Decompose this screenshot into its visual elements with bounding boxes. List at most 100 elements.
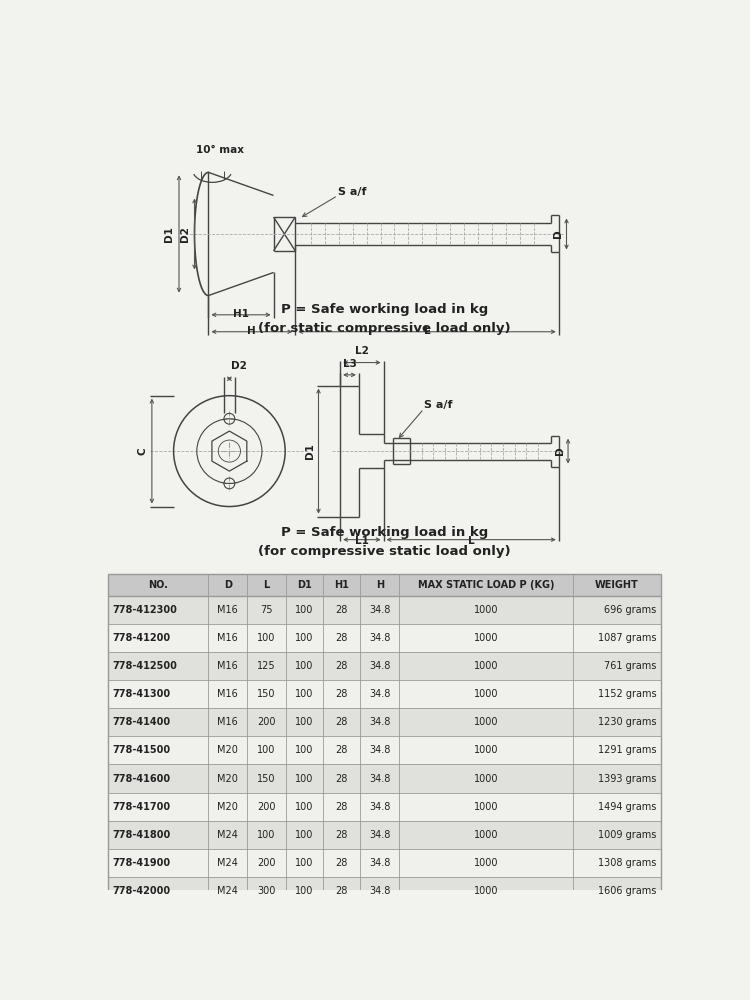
Text: 1000: 1000 (474, 633, 498, 643)
Text: 28: 28 (335, 689, 348, 699)
Text: L3: L3 (343, 359, 356, 369)
Text: D1: D1 (297, 580, 312, 590)
Bar (108, 736, 661, 764)
Text: 75: 75 (260, 605, 273, 615)
Text: 28: 28 (335, 774, 348, 784)
Text: 28: 28 (335, 633, 348, 643)
Text: 28: 28 (335, 802, 348, 812)
Text: L1: L1 (355, 536, 369, 546)
Text: P = Safe working load in kg
(for static compressive load only): P = Safe working load in kg (for static … (258, 303, 511, 335)
Text: L: L (263, 580, 270, 590)
Text: M16: M16 (217, 717, 238, 727)
Text: 150: 150 (257, 689, 276, 699)
Text: 34.8: 34.8 (369, 830, 391, 840)
Text: 100: 100 (257, 830, 276, 840)
Text: M20: M20 (217, 745, 238, 755)
Text: 696 grams: 696 grams (604, 605, 656, 615)
Text: H1: H1 (334, 580, 350, 590)
Text: 28: 28 (335, 605, 348, 615)
Text: 1230 grams: 1230 grams (598, 717, 656, 727)
Text: 1152 grams: 1152 grams (598, 689, 656, 699)
Text: D2: D2 (180, 226, 190, 242)
Text: 1000: 1000 (474, 661, 498, 671)
Text: M24: M24 (217, 858, 238, 868)
Text: L2: L2 (355, 346, 369, 356)
Text: 100: 100 (296, 774, 314, 784)
Bar (108, 764, 661, 793)
Text: M16: M16 (217, 605, 238, 615)
Text: 100: 100 (296, 886, 314, 896)
Text: 1087 grams: 1087 grams (598, 633, 656, 643)
Text: 761 grams: 761 grams (604, 661, 656, 671)
Bar (108, 821, 661, 849)
Text: 778-41600: 778-41600 (112, 774, 170, 784)
Text: L: L (468, 536, 475, 546)
Text: 1000: 1000 (474, 717, 498, 727)
Bar (108, 849, 661, 877)
Text: P = Safe working load in kg
(for compressive static load only): P = Safe working load in kg (for compres… (258, 526, 511, 558)
Text: 100: 100 (296, 661, 314, 671)
Text: C: C (138, 447, 148, 455)
Text: 1000: 1000 (474, 689, 498, 699)
Text: 28: 28 (335, 830, 348, 840)
Bar (108, 877, 661, 905)
Text: 28: 28 (335, 745, 348, 755)
Text: M16: M16 (217, 689, 238, 699)
Text: M24: M24 (217, 886, 238, 896)
Text: 100: 100 (257, 633, 276, 643)
Text: 778-41200: 778-41200 (112, 633, 170, 643)
Text: 1000: 1000 (474, 830, 498, 840)
Text: D: D (555, 447, 565, 455)
Text: 778-41800: 778-41800 (112, 830, 170, 840)
Text: 1009 grams: 1009 grams (598, 830, 656, 840)
Text: 100: 100 (296, 830, 314, 840)
Text: 100: 100 (257, 745, 276, 755)
Bar (108, 680, 661, 708)
Text: WEIGHT: WEIGHT (595, 580, 639, 590)
Text: 778-41900: 778-41900 (112, 858, 170, 868)
Text: 1000: 1000 (474, 774, 498, 784)
Text: 34.8: 34.8 (369, 858, 391, 868)
Text: 778-41500: 778-41500 (112, 745, 170, 755)
Text: D: D (224, 580, 232, 590)
Text: 1000: 1000 (474, 802, 498, 812)
Text: 34.8: 34.8 (369, 605, 391, 615)
Text: 1000: 1000 (474, 858, 498, 868)
Text: 778-42000: 778-42000 (112, 886, 170, 896)
Text: 1308 grams: 1308 grams (598, 858, 656, 868)
Text: 300: 300 (257, 886, 276, 896)
Bar (108, 624, 661, 652)
Text: 778-41700: 778-41700 (112, 802, 170, 812)
Text: 1393 grams: 1393 grams (598, 774, 656, 784)
Text: M20: M20 (217, 774, 238, 784)
Text: 34.8: 34.8 (369, 774, 391, 784)
Text: S a/f: S a/f (338, 187, 366, 197)
Text: M20: M20 (217, 802, 238, 812)
Text: 34.8: 34.8 (369, 802, 391, 812)
Text: 34.8: 34.8 (369, 689, 391, 699)
Text: 100: 100 (296, 745, 314, 755)
Bar (108, 652, 661, 680)
Text: 200: 200 (257, 717, 276, 727)
Text: 100: 100 (296, 605, 314, 615)
Text: D: D (554, 230, 563, 238)
Text: 150: 150 (257, 774, 276, 784)
Text: 125: 125 (257, 661, 276, 671)
Text: MAX STATIC LOAD P (KG): MAX STATIC LOAD P (KG) (418, 580, 554, 590)
Text: M16: M16 (217, 661, 238, 671)
Text: 778-41400: 778-41400 (112, 717, 170, 727)
Text: 28: 28 (335, 717, 348, 727)
Text: 34.8: 34.8 (369, 633, 391, 643)
Text: H: H (248, 326, 256, 336)
Text: 100: 100 (296, 717, 314, 727)
Text: 100: 100 (296, 858, 314, 868)
Text: S a/f: S a/f (424, 400, 452, 410)
Text: 1606 grams: 1606 grams (598, 886, 656, 896)
Text: 34.8: 34.8 (369, 886, 391, 896)
Text: 34.8: 34.8 (369, 717, 391, 727)
Text: 778-412500: 778-412500 (112, 661, 177, 671)
Bar (108, 596, 661, 624)
Text: 28: 28 (335, 886, 348, 896)
Text: 1000: 1000 (474, 605, 498, 615)
Text: 34.8: 34.8 (369, 661, 391, 671)
